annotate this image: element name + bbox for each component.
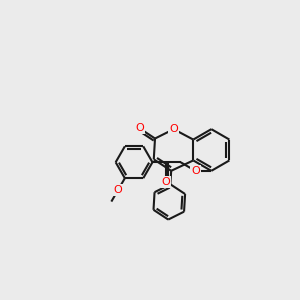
Text: O: O	[114, 185, 122, 195]
Text: O: O	[162, 177, 170, 188]
Text: O: O	[191, 166, 200, 176]
Text: O: O	[135, 123, 144, 134]
Text: O: O	[169, 124, 178, 134]
